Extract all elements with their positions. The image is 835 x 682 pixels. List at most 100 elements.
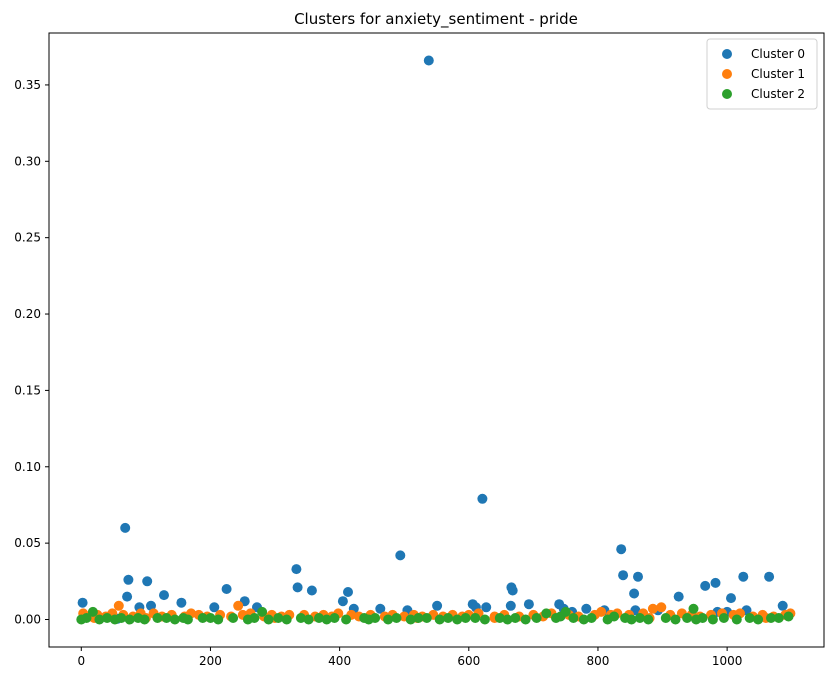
x-tick-label: 200	[199, 654, 222, 668]
cluster-2-point	[609, 611, 620, 622]
y-tick-label: 0.30	[14, 154, 41, 168]
y-tick-label: 0.10	[14, 460, 41, 474]
cluster-2-point	[753, 614, 764, 625]
cluster-0-point	[146, 600, 156, 611]
cluster-2-point	[413, 613, 424, 623]
cluster-2-point	[634, 613, 645, 623]
cluster-2-point	[421, 613, 432, 623]
y-tick-label: 0.35	[14, 78, 41, 92]
legend-marker	[722, 69, 732, 79]
cluster-0-point	[700, 580, 711, 591]
cluster-0-point	[673, 591, 684, 602]
cluster-0-point	[738, 571, 749, 582]
cluster-0-point	[159, 590, 169, 601]
y-tick-label: 0.25	[14, 231, 41, 245]
cluster-2-point	[314, 613, 324, 623]
cluster-2-point	[213, 614, 224, 625]
x-axis: 0 200 400 600 800 1000	[77, 647, 742, 668]
cluster-2-point	[116, 613, 127, 623]
cluster-2-point	[470, 613, 481, 623]
cluster-2-point	[434, 614, 445, 625]
cluster-2-point	[443, 613, 454, 623]
cluster-2-point	[718, 613, 729, 623]
cluster-2-point	[102, 613, 113, 623]
cluster-2-point	[81, 613, 92, 623]
cluster-2-point	[783, 611, 794, 622]
legend-box	[706, 38, 818, 110]
cluster-2-point	[303, 614, 314, 625]
legend-marker	[722, 89, 732, 99]
cluster-2-point	[341, 614, 352, 625]
x-tick-label: 0	[77, 654, 85, 668]
points-layer	[76, 55, 796, 625]
y-axis: 0.00 0.05 0.10 0.15 0.20 0.25 0.30 0.35	[14, 78, 49, 627]
x-tick-label: 400	[328, 654, 351, 668]
cluster-2-point	[578, 614, 589, 625]
y-tick-label: 0.15	[14, 383, 41, 397]
cluster-2-point	[510, 613, 521, 623]
cluster-0-point	[523, 599, 534, 610]
cluster-2-point	[249, 613, 260, 623]
cluster-2-point	[766, 613, 776, 623]
cluster-0-point	[710, 577, 721, 588]
cluster-2-point	[586, 613, 597, 623]
cluster-1-point	[656, 602, 667, 613]
cluster-2-point	[568, 613, 579, 623]
cluster-0-point	[618, 570, 629, 581]
x-tick-label: 600	[457, 654, 480, 668]
cluster-2-point	[560, 606, 571, 617]
cluster-2-point	[139, 614, 150, 625]
cluster-0-point	[507, 585, 518, 596]
cluster-0-point	[481, 602, 492, 613]
cluster-1-point	[113, 600, 124, 611]
cluster-2-point	[670, 614, 681, 625]
cluster-2-point	[688, 603, 699, 614]
cluster-2-point	[773, 613, 784, 623]
cluster-2-point	[531, 613, 542, 623]
cluster-2-point	[197, 613, 208, 623]
cluster-0-point	[505, 600, 516, 611]
cluster-2-point	[152, 613, 163, 623]
cluster-0-point	[477, 493, 488, 504]
cluster-0-point	[375, 603, 386, 614]
cluster-2-point	[494, 613, 505, 623]
cluster-2-point	[124, 614, 135, 625]
x-tick-label: 800	[587, 654, 610, 668]
cluster-0-point	[123, 574, 134, 585]
legend-marker	[722, 49, 732, 59]
cluster-1-point	[647, 603, 658, 614]
cluster-2-point	[370, 613, 381, 623]
legend: Cluster 0 Cluster 1 Cluster 2	[706, 38, 818, 110]
cluster-2-point	[161, 613, 172, 623]
cluster-2-point	[391, 613, 402, 623]
cluster-0-point	[120, 522, 131, 533]
cluster-0-point	[726, 593, 736, 604]
cluster-2-point	[281, 614, 292, 625]
cluster-2-point	[660, 613, 671, 623]
cluster-2-point	[87, 606, 98, 617]
cluster-0-point	[221, 584, 232, 594]
cluster-0-point	[633, 571, 643, 582]
cluster-0-point	[209, 602, 220, 613]
cluster-0-point	[581, 603, 592, 614]
cluster-2-point	[479, 614, 490, 625]
cluster-2-point	[169, 614, 180, 625]
cluster-0-point	[777, 600, 788, 611]
legend-label: Cluster 0	[751, 47, 805, 61]
cluster-2-point	[405, 614, 416, 625]
cluster-2-point	[321, 614, 332, 625]
cluster-2-point	[94, 614, 105, 625]
y-tick-label: 0.00	[14, 613, 41, 627]
cluster-2-point	[383, 614, 394, 625]
cluster-0-point	[395, 550, 406, 561]
cluster-2-point	[257, 606, 268, 617]
plot-frame	[48, 32, 825, 648]
cluster-2-point	[744, 613, 755, 623]
cluster-2-point	[520, 614, 531, 625]
cluster-2-point	[502, 614, 513, 625]
cluster-0-point	[176, 597, 187, 608]
cluster-2-point	[182, 614, 193, 625]
cluster-0-point	[306, 585, 317, 596]
cluster-0-point	[629, 588, 640, 599]
cluster-0-point	[291, 564, 302, 575]
